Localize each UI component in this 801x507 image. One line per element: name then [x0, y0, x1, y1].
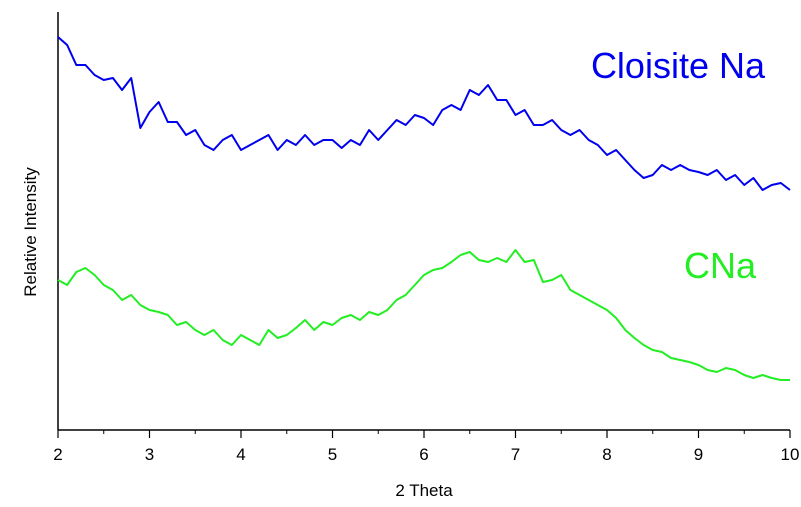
x-tick-label: 2: [53, 445, 62, 464]
y-axis-label: Relative Intensity: [21, 167, 40, 297]
series-line: [57, 249, 790, 381]
x-tick-label: 7: [511, 445, 520, 464]
x-axis-label: 2 Theta: [395, 481, 453, 500]
series-label: Cloisite Na: [591, 45, 766, 86]
x-tick-label: 9: [694, 445, 703, 464]
x-tick-label: 10: [781, 445, 800, 464]
x-tick-label: 4: [236, 445, 245, 464]
series-label: CNa: [684, 245, 757, 286]
x-tick-label: 5: [328, 445, 337, 464]
x-tick-label: 6: [419, 445, 428, 464]
series-line: [57, 36, 791, 191]
x-tick-label: 3: [145, 445, 154, 464]
x-tick-label: 8: [602, 445, 611, 464]
